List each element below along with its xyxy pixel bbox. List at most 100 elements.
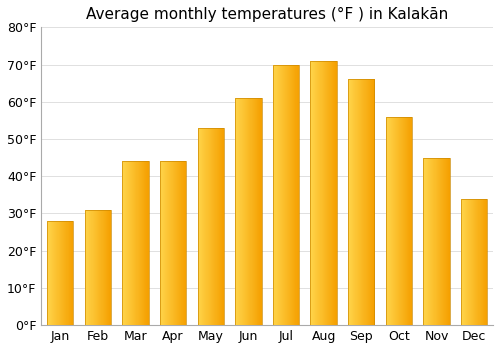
Bar xyxy=(174,161,175,325)
Bar xyxy=(247,98,248,325)
Bar xyxy=(434,158,435,325)
Bar xyxy=(351,79,352,325)
Bar xyxy=(336,61,337,325)
Bar xyxy=(106,210,107,325)
Bar xyxy=(353,79,354,325)
Bar xyxy=(274,64,275,325)
Bar xyxy=(207,128,208,325)
Bar xyxy=(331,61,332,325)
Bar xyxy=(391,117,392,325)
Bar xyxy=(160,161,186,325)
Bar xyxy=(369,79,370,325)
Bar xyxy=(222,128,223,325)
Bar xyxy=(214,128,215,325)
Bar xyxy=(328,61,329,325)
Bar xyxy=(461,198,462,325)
Bar xyxy=(102,210,103,325)
Bar xyxy=(388,117,389,325)
Bar xyxy=(123,161,124,325)
Bar xyxy=(287,64,288,325)
Bar xyxy=(178,161,179,325)
Bar xyxy=(145,161,146,325)
Bar xyxy=(136,161,137,325)
Bar xyxy=(261,98,262,325)
Bar xyxy=(273,64,274,325)
Bar xyxy=(235,98,236,325)
Bar xyxy=(407,117,408,325)
Bar xyxy=(161,161,162,325)
Bar xyxy=(179,161,180,325)
Bar xyxy=(409,117,410,325)
Bar xyxy=(239,98,240,325)
Bar xyxy=(63,221,64,325)
Bar xyxy=(69,221,70,325)
Bar xyxy=(182,161,183,325)
Bar xyxy=(280,64,281,325)
Bar xyxy=(184,161,185,325)
Bar xyxy=(211,128,212,325)
Bar xyxy=(181,161,182,325)
Bar xyxy=(276,64,277,325)
Bar xyxy=(462,198,463,325)
Bar xyxy=(367,79,368,325)
Bar xyxy=(335,61,336,325)
Bar xyxy=(249,98,250,325)
Bar xyxy=(322,61,323,325)
Bar xyxy=(106,210,108,325)
Bar xyxy=(72,221,73,325)
Bar xyxy=(426,158,427,325)
Bar xyxy=(250,98,251,325)
Bar xyxy=(47,221,48,325)
Bar xyxy=(67,221,68,325)
Bar xyxy=(162,161,163,325)
Bar xyxy=(160,161,161,325)
Bar xyxy=(86,210,88,325)
Bar xyxy=(201,128,202,325)
Bar xyxy=(164,161,165,325)
Bar xyxy=(99,210,100,325)
Bar xyxy=(473,198,474,325)
Bar xyxy=(408,117,409,325)
Bar xyxy=(373,79,374,325)
Bar xyxy=(49,221,50,325)
Bar xyxy=(175,161,176,325)
Bar xyxy=(110,210,111,325)
Bar xyxy=(293,64,294,325)
Bar xyxy=(279,64,280,325)
Bar xyxy=(363,79,364,325)
Bar xyxy=(387,117,388,325)
Bar xyxy=(445,158,446,325)
Bar xyxy=(467,198,468,325)
Bar xyxy=(163,161,164,325)
Bar xyxy=(355,79,356,325)
Bar xyxy=(348,79,349,325)
Bar xyxy=(144,161,145,325)
Bar xyxy=(235,98,262,325)
Bar xyxy=(85,210,86,325)
Bar xyxy=(318,61,319,325)
Bar xyxy=(260,98,261,325)
Bar xyxy=(472,198,473,325)
Bar xyxy=(244,98,245,325)
Bar xyxy=(97,210,98,325)
Bar xyxy=(282,64,283,325)
Bar xyxy=(147,161,148,325)
Bar xyxy=(425,158,426,325)
Bar xyxy=(65,221,66,325)
Bar xyxy=(323,61,324,325)
Bar xyxy=(198,128,224,325)
Bar xyxy=(104,210,105,325)
Bar xyxy=(134,161,135,325)
Bar xyxy=(176,161,177,325)
Bar xyxy=(259,98,260,325)
Bar xyxy=(246,98,247,325)
Bar xyxy=(219,128,220,325)
Bar xyxy=(101,210,102,325)
Bar xyxy=(372,79,373,325)
Bar xyxy=(406,117,407,325)
Bar xyxy=(61,221,62,325)
Bar xyxy=(253,98,254,325)
Bar xyxy=(330,61,331,325)
Bar xyxy=(477,198,478,325)
Bar xyxy=(283,64,284,325)
